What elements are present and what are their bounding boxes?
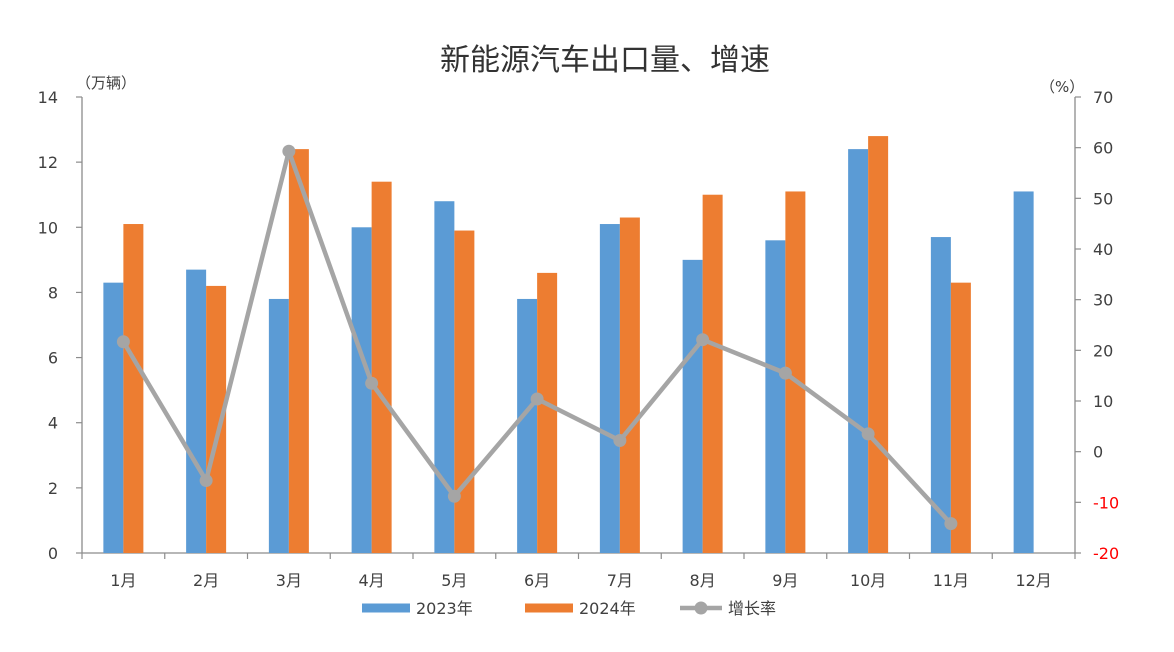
legend-item-2023年: 2023年 (362, 599, 473, 618)
right-axis-tick-label: 10 (1093, 392, 1113, 411)
legend-swatch-2023年 (362, 603, 410, 613)
chart-title: 新能源汽车出口量、增速 (440, 43, 770, 78)
bar-2024年-6月 (537, 272, 558, 553)
bar-2023年-4月 (351, 227, 372, 554)
point-增长率-11月 (944, 517, 958, 531)
right-axis-tick-label: 30 (1093, 291, 1113, 310)
right-axis-tick-label: -10 (1093, 493, 1119, 512)
left-axis-tick-label: 14 (38, 88, 58, 107)
right-axis-tick-label: -20 (1093, 544, 1119, 563)
right-axis-tick-label: 70 (1093, 88, 1113, 107)
x-axis-category-label: 10月 (850, 571, 886, 590)
right-axis-tick-label: 0 (1093, 443, 1103, 462)
left-axis-tick-label: 12 (38, 153, 58, 172)
left-axis-tick-label: 10 (38, 218, 58, 237)
right-axis-tick-label: 50 (1093, 189, 1113, 208)
left-axis-tick-label: 6 (48, 349, 58, 368)
legend-label: 增长率 (728, 599, 776, 618)
x-axis-category-label: 6月 (524, 571, 550, 590)
legend-item-2024年: 2024年 (525, 599, 636, 618)
x-axis-category-label: 7月 (607, 571, 633, 590)
bar-2023年-1月 (103, 282, 124, 553)
bar-2023年-11月 (930, 237, 951, 554)
bar-2023年-5月 (434, 201, 455, 553)
bar-2024年-7月 (619, 217, 640, 553)
bar-2023年-8月 (682, 259, 703, 553)
x-axis-category-label: 11月 (933, 571, 969, 590)
legend-swatch-2024年 (525, 603, 573, 613)
bar-2023年-7月 (599, 224, 620, 553)
bar-2024年-1月 (123, 224, 144, 553)
bar-2024年-8月 (702, 194, 723, 553)
x-axis-category-label: 4月 (359, 571, 385, 590)
bar-2024年-4月 (371, 181, 392, 553)
bar-2024年-10月 (868, 136, 889, 554)
legend-label: 2024年 (579, 599, 636, 618)
axes-group: 0 2 4 6 8 10 12 14 -20 -10 0 10 20 30 40 50 60 70 1月 2月 3月 4月… (38, 88, 1120, 590)
x-axis-category-label: 8月 (690, 571, 716, 590)
bar-2023年-10月 (848, 149, 869, 553)
point-增长率-2月 (199, 474, 213, 488)
point-增长率-1月 (116, 335, 130, 349)
point-增长率-10月 (861, 427, 875, 441)
left-axis-unit-label: （万辆） (76, 74, 136, 92)
x-axis-category-label: 3月 (276, 571, 302, 590)
bar-2023年-12月 (1013, 191, 1034, 553)
bar-2023年-6月 (517, 298, 538, 553)
point-增长率-9月 (778, 366, 792, 380)
point-增长率-6月 (530, 392, 544, 406)
left-axis-tick-label: 4 (48, 414, 58, 433)
x-axis-category-label: 9月 (772, 571, 798, 590)
left-axis-tick-label: 8 (48, 283, 58, 302)
bar-2024年-5月 (454, 230, 475, 554)
legend-marker-增长率 (694, 601, 708, 615)
bar-2024年-2月 (206, 285, 227, 553)
x-axis-category-label: 5月 (441, 571, 467, 590)
right-axis-tick-label: 60 (1093, 139, 1113, 158)
legend-item-增长率: 增长率 (680, 599, 776, 618)
line-series-group (116, 144, 958, 531)
left-axis-tick-label: 0 (48, 544, 58, 563)
x-axis-category-label: 1月 (110, 571, 136, 590)
x-axis-category-label: 12月 (1015, 571, 1051, 590)
legend: 2023年 2024年 增长率 (362, 599, 776, 618)
bar-2023年-3月 (268, 298, 289, 553)
legend-label: 2023年 (416, 599, 473, 618)
bars-group (103, 136, 1034, 554)
bar-2023年-2月 (186, 269, 207, 553)
point-增长率-8月 (696, 333, 710, 347)
right-axis-tick-label: 40 (1093, 240, 1113, 259)
bar-2023年-9月 (765, 240, 786, 554)
right-axis-unit-label: （%） (1040, 78, 1084, 96)
right-axis-tick-label: 20 (1093, 341, 1113, 360)
bar-2024年-9月 (785, 191, 806, 553)
point-增长率-3月 (282, 144, 296, 158)
bar-2024年-3月 (288, 149, 309, 553)
left-axis-tick-label: 2 (48, 479, 58, 498)
point-增长率-7月 (613, 434, 627, 448)
x-axis-category-label: 2月 (193, 571, 219, 590)
point-增长率-4月 (365, 376, 379, 390)
point-增长率-5月 (447, 489, 461, 503)
bar-2024年-11月 (950, 282, 971, 553)
